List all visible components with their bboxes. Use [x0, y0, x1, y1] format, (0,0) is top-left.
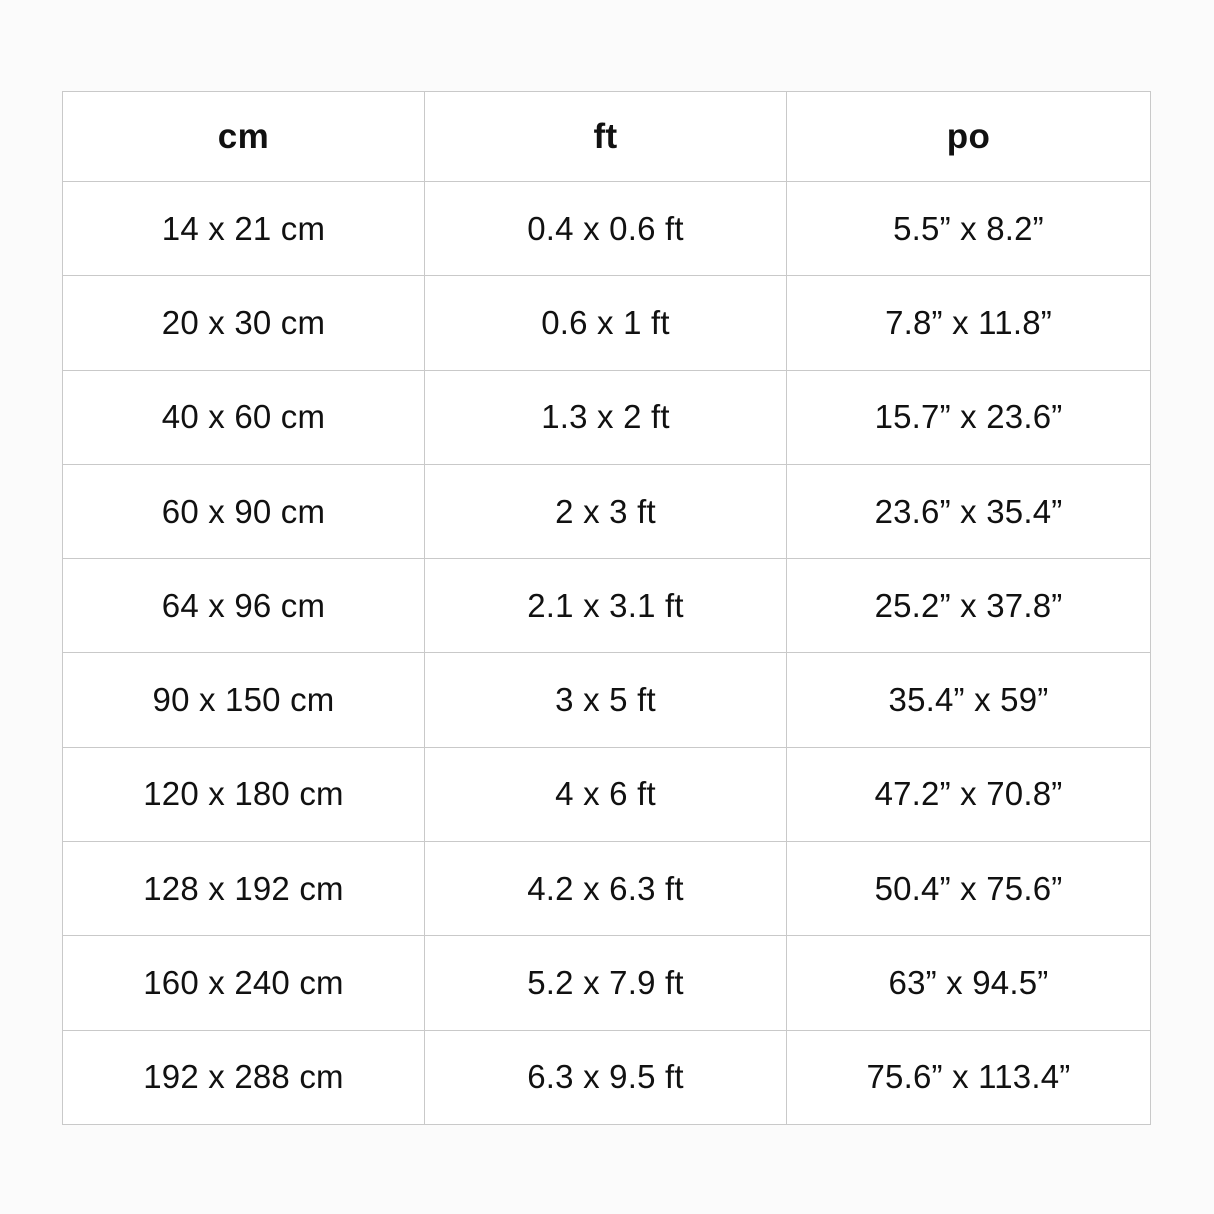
cell-po: 47.2” x 70.8”: [786, 746, 1151, 843]
cell-cm: 60 x 90 cm: [62, 463, 425, 560]
cell-ft: 1.3 x 2 ft: [424, 369, 787, 465]
cell-cm: 14 x 21 cm: [62, 180, 425, 277]
cell-ft: 4.2 x 6.3 ft: [424, 841, 787, 937]
column-header-po: po: [786, 91, 1151, 182]
cell-cm: 64 x 96 cm: [62, 558, 425, 654]
cell-cm: 192 x 288 cm: [62, 1029, 425, 1126]
table-header: cm ft po: [62, 91, 1151, 182]
table-row: 64 x 96 cm 2.1 x 3.1 ft 25.2” x 37.8”: [62, 558, 1151, 654]
cell-ft: 6.3 x 9.5 ft: [424, 1029, 787, 1126]
cell-cm: 128 x 192 cm: [62, 841, 425, 937]
cell-po: 25.2” x 37.8”: [786, 558, 1151, 654]
table-body: 14 x 21 cm 0.4 x 0.6 ft 5.5” x 8.2” 20 x…: [62, 180, 1151, 1126]
cell-ft: 4 x 6 ft: [424, 746, 787, 843]
cell-ft: 0.4 x 0.6 ft: [424, 180, 787, 277]
cell-po: 7.8” x 11.8”: [786, 275, 1151, 371]
table-row: 128 x 192 cm 4.2 x 6.3 ft 50.4” x 75.6”: [62, 841, 1151, 937]
cell-ft: 3 x 5 ft: [424, 652, 787, 748]
table-row: 14 x 21 cm 0.4 x 0.6 ft 5.5” x 8.2”: [62, 180, 1151, 277]
cell-po: 15.7” x 23.6”: [786, 369, 1151, 465]
cell-po: 23.6” x 35.4”: [786, 463, 1151, 560]
column-header-ft: ft: [424, 91, 787, 182]
cell-ft: 5.2 x 7.9 ft: [424, 935, 787, 1031]
cell-po: 63” x 94.5”: [786, 935, 1151, 1031]
cell-ft: 2.1 x 3.1 ft: [424, 558, 787, 654]
cell-cm: 20 x 30 cm: [62, 275, 425, 371]
table-row: 120 x 180 cm 4 x 6 ft 47.2” x 70.8”: [62, 746, 1151, 843]
cell-ft: 2 x 3 ft: [424, 463, 787, 560]
table-row: 20 x 30 cm 0.6 x 1 ft 7.8” x 11.8”: [62, 275, 1151, 371]
table-row: 60 x 90 cm 2 x 3 ft 23.6” x 35.4”: [62, 463, 1151, 560]
cell-po: 50.4” x 75.6”: [786, 841, 1151, 937]
table-row: 40 x 60 cm 1.3 x 2 ft 15.7” x 23.6”: [62, 369, 1151, 465]
cell-po: 75.6” x 113.4”: [786, 1029, 1151, 1126]
cell-po: 5.5” x 8.2”: [786, 180, 1151, 277]
cell-cm: 40 x 60 cm: [62, 369, 425, 465]
table-header-row: cm ft po: [62, 91, 1151, 182]
table-row: 90 x 150 cm 3 x 5 ft 35.4” x 59”: [62, 652, 1151, 748]
cell-cm: 120 x 180 cm: [62, 746, 425, 843]
table-row: 192 x 288 cm 6.3 x 9.5 ft 75.6” x 113.4”: [62, 1029, 1151, 1126]
cell-cm: 90 x 150 cm: [62, 652, 425, 748]
cell-ft: 0.6 x 1 ft: [424, 275, 787, 371]
size-conversion-table: cm ft po 14 x 21 cm 0.4 x 0.6 ft 5.5” x …: [62, 91, 1151, 1126]
cell-po: 35.4” x 59”: [786, 652, 1151, 748]
table-row: 160 x 240 cm 5.2 x 7.9 ft 63” x 94.5”: [62, 935, 1151, 1031]
column-header-cm: cm: [62, 91, 425, 182]
cell-cm: 160 x 240 cm: [62, 935, 425, 1031]
